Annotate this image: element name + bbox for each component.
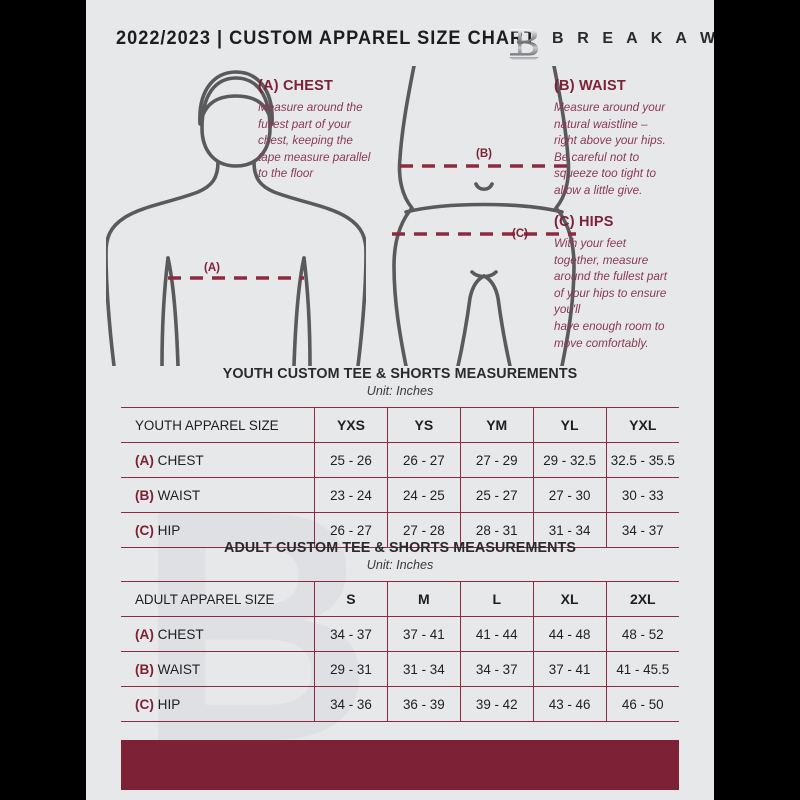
callout-hips: (C) HIPS With your feet together, measur… (554, 214, 704, 352)
table-row: (B) WAIST 23 - 24 24 - 25 25 - 27 27 - 30 30 … (121, 477, 679, 513)
measurement-value-cell: 46 - 50 (605, 686, 679, 722)
measurement-value-cell: 31 - 34 (532, 512, 607, 548)
size-column-header: YXS (314, 407, 388, 443)
youth-size-table: YOUTH APPAREL SIZE YXS YS YM YL YXL (A) CHEST 2… (121, 407, 679, 548)
measurement-value-cell: 27 - 28 (386, 512, 461, 548)
measurement-value-cell: 25 - 27 (459, 477, 534, 513)
measurement-label-cell: (B) WAIST (121, 651, 315, 687)
callout-waist-title: (B) WAIST (554, 78, 626, 94)
youth-size-table-block: YOUTH CUSTOM TEE & SHORTS MEASUREMENTS U… (86, 366, 714, 548)
measurement-value-cell: 27 - 29 (459, 442, 534, 478)
adult-size-table-block: ADULT CUSTOM TEE & SHORTS MEASUREMENTS U… (86, 540, 714, 722)
size-column-header: L (459, 581, 534, 617)
header-title: 2022/2023 | CUSTOM APPAREL SIZE CHART (116, 27, 537, 49)
apparel-size-header: YOUTH APPAREL SIZE (121, 407, 315, 443)
measurement-value-cell: 23 - 24 (314, 477, 388, 513)
measurement-value-cell: 28 - 31 (459, 512, 534, 548)
callout-chest: (A) CHEST Measure around the fullest par… (258, 78, 394, 183)
measurement-label-cell: (A) CHEST (121, 442, 315, 478)
measurement-label-cell: (B) WAIST (121, 477, 315, 513)
measurement-value-cell: 29 - 32.5 (532, 442, 607, 478)
measurement-value-cell: 39 - 42 (459, 686, 534, 722)
callout-hips-title: (C) HIPS (554, 214, 614, 230)
callout-chest-body: Measure around the fullest part of your … (258, 101, 371, 181)
waist-measure-label: (B) (476, 148, 492, 160)
size-column-header: XL (532, 581, 607, 617)
measurement-label-cell: (C) HIP (121, 512, 315, 548)
brand-wordmark: B R E A K A W A Y (552, 30, 714, 47)
measurement-tag: (B) (135, 661, 154, 677)
waist-and-hips-outline-icon (392, 66, 576, 366)
table-header-row: ADULT APPAREL SIZE S M L XL 2XL (121, 581, 679, 617)
measurement-value-cell: 31 - 34 (386, 651, 461, 687)
apparel-size-header: ADULT APPAREL SIZE (121, 581, 315, 617)
front-torso-outline-icon (106, 70, 366, 366)
measurement-value-cell: 26 - 27 (314, 512, 388, 548)
table-row: (C) HIP 34 - 36 36 - 39 39 - 42 43 - 46 46 - … (121, 686, 679, 722)
size-column-header: S (314, 581, 388, 617)
size-column-header: YS (386, 407, 461, 443)
hips-measure-label: (C) (512, 228, 528, 240)
measurement-tag: (C) (135, 696, 154, 712)
adult-table-unit: Unit: Inches (366, 558, 434, 572)
measurement-value-cell: 34 - 37 (459, 651, 534, 687)
breakaway-b-logo-icon (508, 29, 540, 60)
measurement-value-cell: 27 - 30 (532, 477, 607, 513)
measurement-value-cell: 26 - 27 (386, 442, 461, 478)
callout-waist-body: Measure around your natural waistline – … (554, 101, 666, 198)
size-column-header: 2XL (605, 581, 679, 617)
measurement-value-cell: 41 - 45.5 (605, 651, 679, 687)
adult-table-title: ADULT CUSTOM TEE & SHORTS MEASUREMENTS (224, 540, 576, 556)
measurement-value-cell: 36 - 39 (386, 686, 461, 722)
measurement-value-cell: 37 - 41 (386, 616, 461, 652)
footer-bar (121, 740, 679, 790)
table-header-row: YOUTH APPAREL SIZE YXS YS YM YL YXL (121, 407, 679, 443)
measurement-value-cell: 30 - 33 (605, 477, 679, 513)
measurement-value-cell: 48 - 52 (605, 616, 679, 652)
table-row: (A) CHEST 25 - 26 26 - 27 27 - 29 29 - 32.5 3… (121, 442, 679, 478)
measurement-tag: (A) (135, 626, 154, 642)
measurement-tag: (A) (135, 452, 154, 468)
illustration-area: (A) (B) (C) (A) CHEST Measure around the… (86, 66, 714, 366)
size-column-header: M (386, 581, 461, 617)
callout-hips-body: With your feet together, measure around … (554, 237, 668, 350)
measurement-label-cell: (A) CHEST (121, 616, 315, 652)
callout-chest-title: (A) CHEST (258, 78, 334, 94)
measurement-tag: (B) (135, 487, 154, 503)
chest-measure-label: (A) (204, 262, 220, 274)
measurement-value-cell: 34 - 37 (605, 512, 679, 548)
measurement-value-cell: 43 - 46 (532, 686, 607, 722)
measurement-value-cell: 29 - 31 (314, 651, 388, 687)
size-column-header: YL (532, 407, 607, 443)
size-column-header: YM (459, 407, 534, 443)
table-row: (A) CHEST 34 - 37 37 - 41 41 - 44 44 - 48 48 … (121, 616, 679, 652)
page-header: 2022/2023 | CUSTOM APPAREL SIZE CHART (86, 22, 714, 62)
measurement-tag: (C) (135, 522, 154, 538)
measurement-value-cell: 34 - 36 (314, 686, 388, 722)
size-chart-page: B 2022/2023 | CUSTOM APPAREL SIZE CHART (86, 0, 714, 800)
table-row: (C) HIP 26 - 27 27 - 28 28 - 31 31 - 34 34 - … (121, 512, 679, 548)
measurement-value-cell: 24 - 25 (386, 477, 461, 513)
table-row: (B) WAIST 29 - 31 31 - 34 34 - 37 37 - 41 41 … (121, 651, 679, 687)
adult-size-table: ADULT APPAREL SIZE S M L XL 2XL (A) CHEST 34 - … (121, 581, 679, 722)
measurement-value-cell: 32.5 - 35.5 (605, 442, 679, 478)
callout-waist: (B) WAIST Measure around your natural wa… (554, 78, 704, 200)
measurement-value-cell: 37 - 41 (532, 651, 607, 687)
youth-table-unit: Unit: Inches (366, 384, 434, 398)
measurement-value-cell: 44 - 48 (532, 616, 607, 652)
measurement-value-cell: 25 - 26 (314, 442, 388, 478)
size-column-header: YXL (605, 407, 679, 443)
measurement-label-cell: (C) HIP (121, 686, 315, 722)
measurement-value-cell: 41 - 44 (459, 616, 534, 652)
measurement-value-cell: 34 - 37 (314, 616, 388, 652)
youth-table-title: YOUTH CUSTOM TEE & SHORTS MEASUREMENTS (222, 366, 578, 382)
